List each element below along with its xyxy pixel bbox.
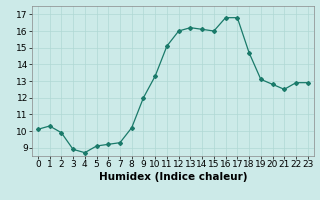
X-axis label: Humidex (Indice chaleur): Humidex (Indice chaleur)	[99, 172, 247, 182]
